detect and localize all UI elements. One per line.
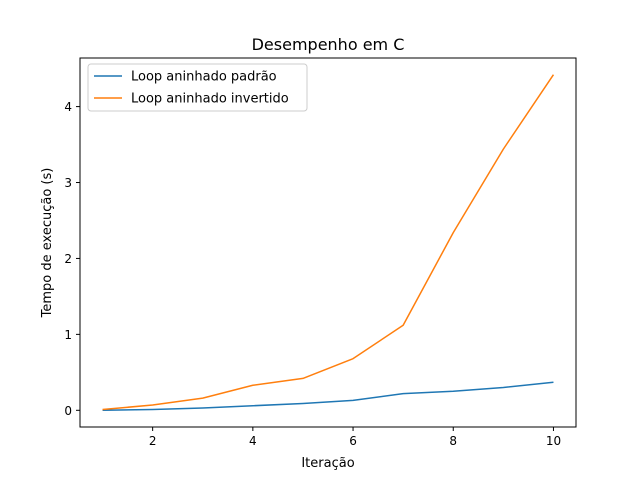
y-axis: 0 1 2 3 4: [64, 100, 80, 418]
x-tick-label: 4: [249, 434, 257, 448]
series-line-2: [102, 74, 555, 411]
y-tick-label: 1: [64, 328, 72, 342]
legend-label-1: Loop aninhado padrão: [131, 70, 277, 85]
y-tick-label: 3: [64, 176, 72, 190]
x-tick-label: 8: [449, 434, 457, 448]
legend-box: [87, 63, 308, 112]
y-tick-label: 4: [64, 100, 72, 114]
x-tick-label: 2: [149, 434, 157, 448]
legend-label-2: Loop aninhado invertido: [131, 92, 289, 107]
y-tick-label: 2: [64, 252, 72, 266]
y-axis-label: Tempo de execução (s): [40, 168, 55, 319]
x-tick-label: 6: [349, 434, 357, 448]
plot-frame: [79, 57, 577, 428]
y-tick-label: 0: [64, 404, 72, 418]
legend: Loop aninhado padrão Loop aninhado invert…: [87, 63, 308, 112]
x-axis-label: Iteração: [301, 456, 354, 471]
plot-lines: [102, 74, 555, 412]
x-tick-label: 10: [546, 434, 561, 448]
chart-title: Desempenho em C: [252, 35, 405, 54]
series-line-1: [102, 381, 554, 412]
x-axis: 2 4 6 8 10: [149, 427, 561, 448]
